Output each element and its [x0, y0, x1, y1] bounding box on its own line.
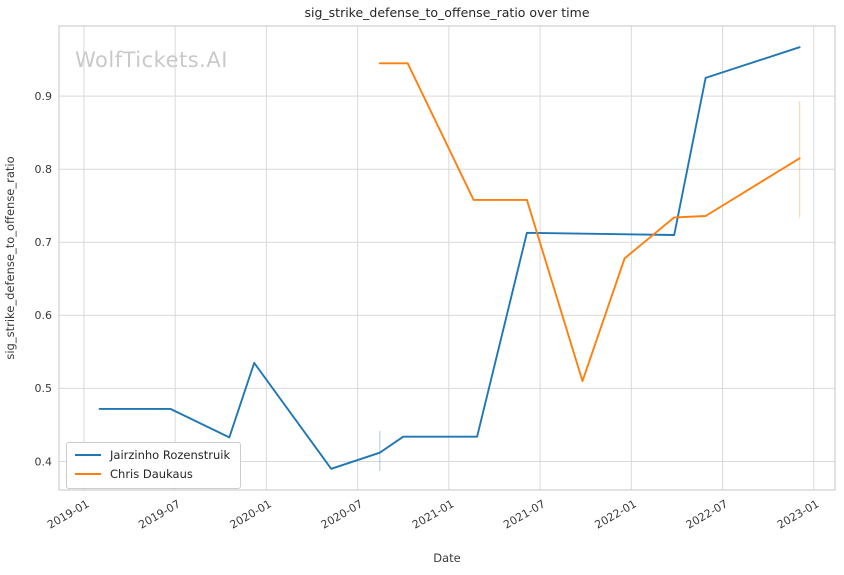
y-tick-label: 0.8	[35, 163, 53, 176]
y-tick-label: 0.7	[35, 236, 53, 249]
y-tick-label: 0.6	[35, 309, 53, 322]
x-tick-label: 2023-01	[775, 497, 821, 531]
x-tick-label: 2020-07	[319, 497, 365, 531]
series-line-chris-daukaus	[378, 62, 801, 383]
legend-swatch-jairzinho-rozenstruik	[75, 454, 101, 457]
chart-title: sig_strike_defense_to_offense_ratio over…	[304, 5, 589, 20]
x-tick-label: 2022-01	[593, 497, 639, 531]
x-tick-label: 2019-07	[136, 497, 182, 531]
plot-border	[58, 25, 836, 491]
watermark: WolfTickets.AI	[75, 48, 228, 72]
x-tick-label: 2019-01	[45, 497, 91, 531]
legend-swatch-chris-daukaus	[75, 473, 101, 476]
legend-item: Chris Daukaus	[75, 467, 230, 482]
y-axis-label: sig_strike_defense_to_offense_ratio	[3, 156, 17, 359]
legend: Jairzinho Rozenstruik Chris Daukaus	[66, 442, 242, 489]
y-tick-label: 0.4	[35, 455, 53, 468]
legend-label-chris-daukaus: Chris Daukaus	[110, 466, 193, 481]
x-tick-label: 2021-01	[410, 497, 456, 531]
legend-item: Jairzinho Rozenstruik	[75, 448, 230, 463]
y-tick-label: 0.5	[35, 382, 53, 395]
y-tick-label: 0.9	[35, 90, 53, 103]
x-tick-label: 2021-07	[501, 497, 547, 531]
legend-label-jairzinho-rozenstruik: Jairzinho Rozenstruik	[110, 448, 231, 462]
x-axis-label: Date	[433, 551, 461, 565]
x-tick-label: 2022-07	[684, 497, 730, 531]
x-tick-label: 2020-01	[228, 497, 274, 531]
series-line-jairzinho-rozenstruik	[98, 46, 801, 470]
